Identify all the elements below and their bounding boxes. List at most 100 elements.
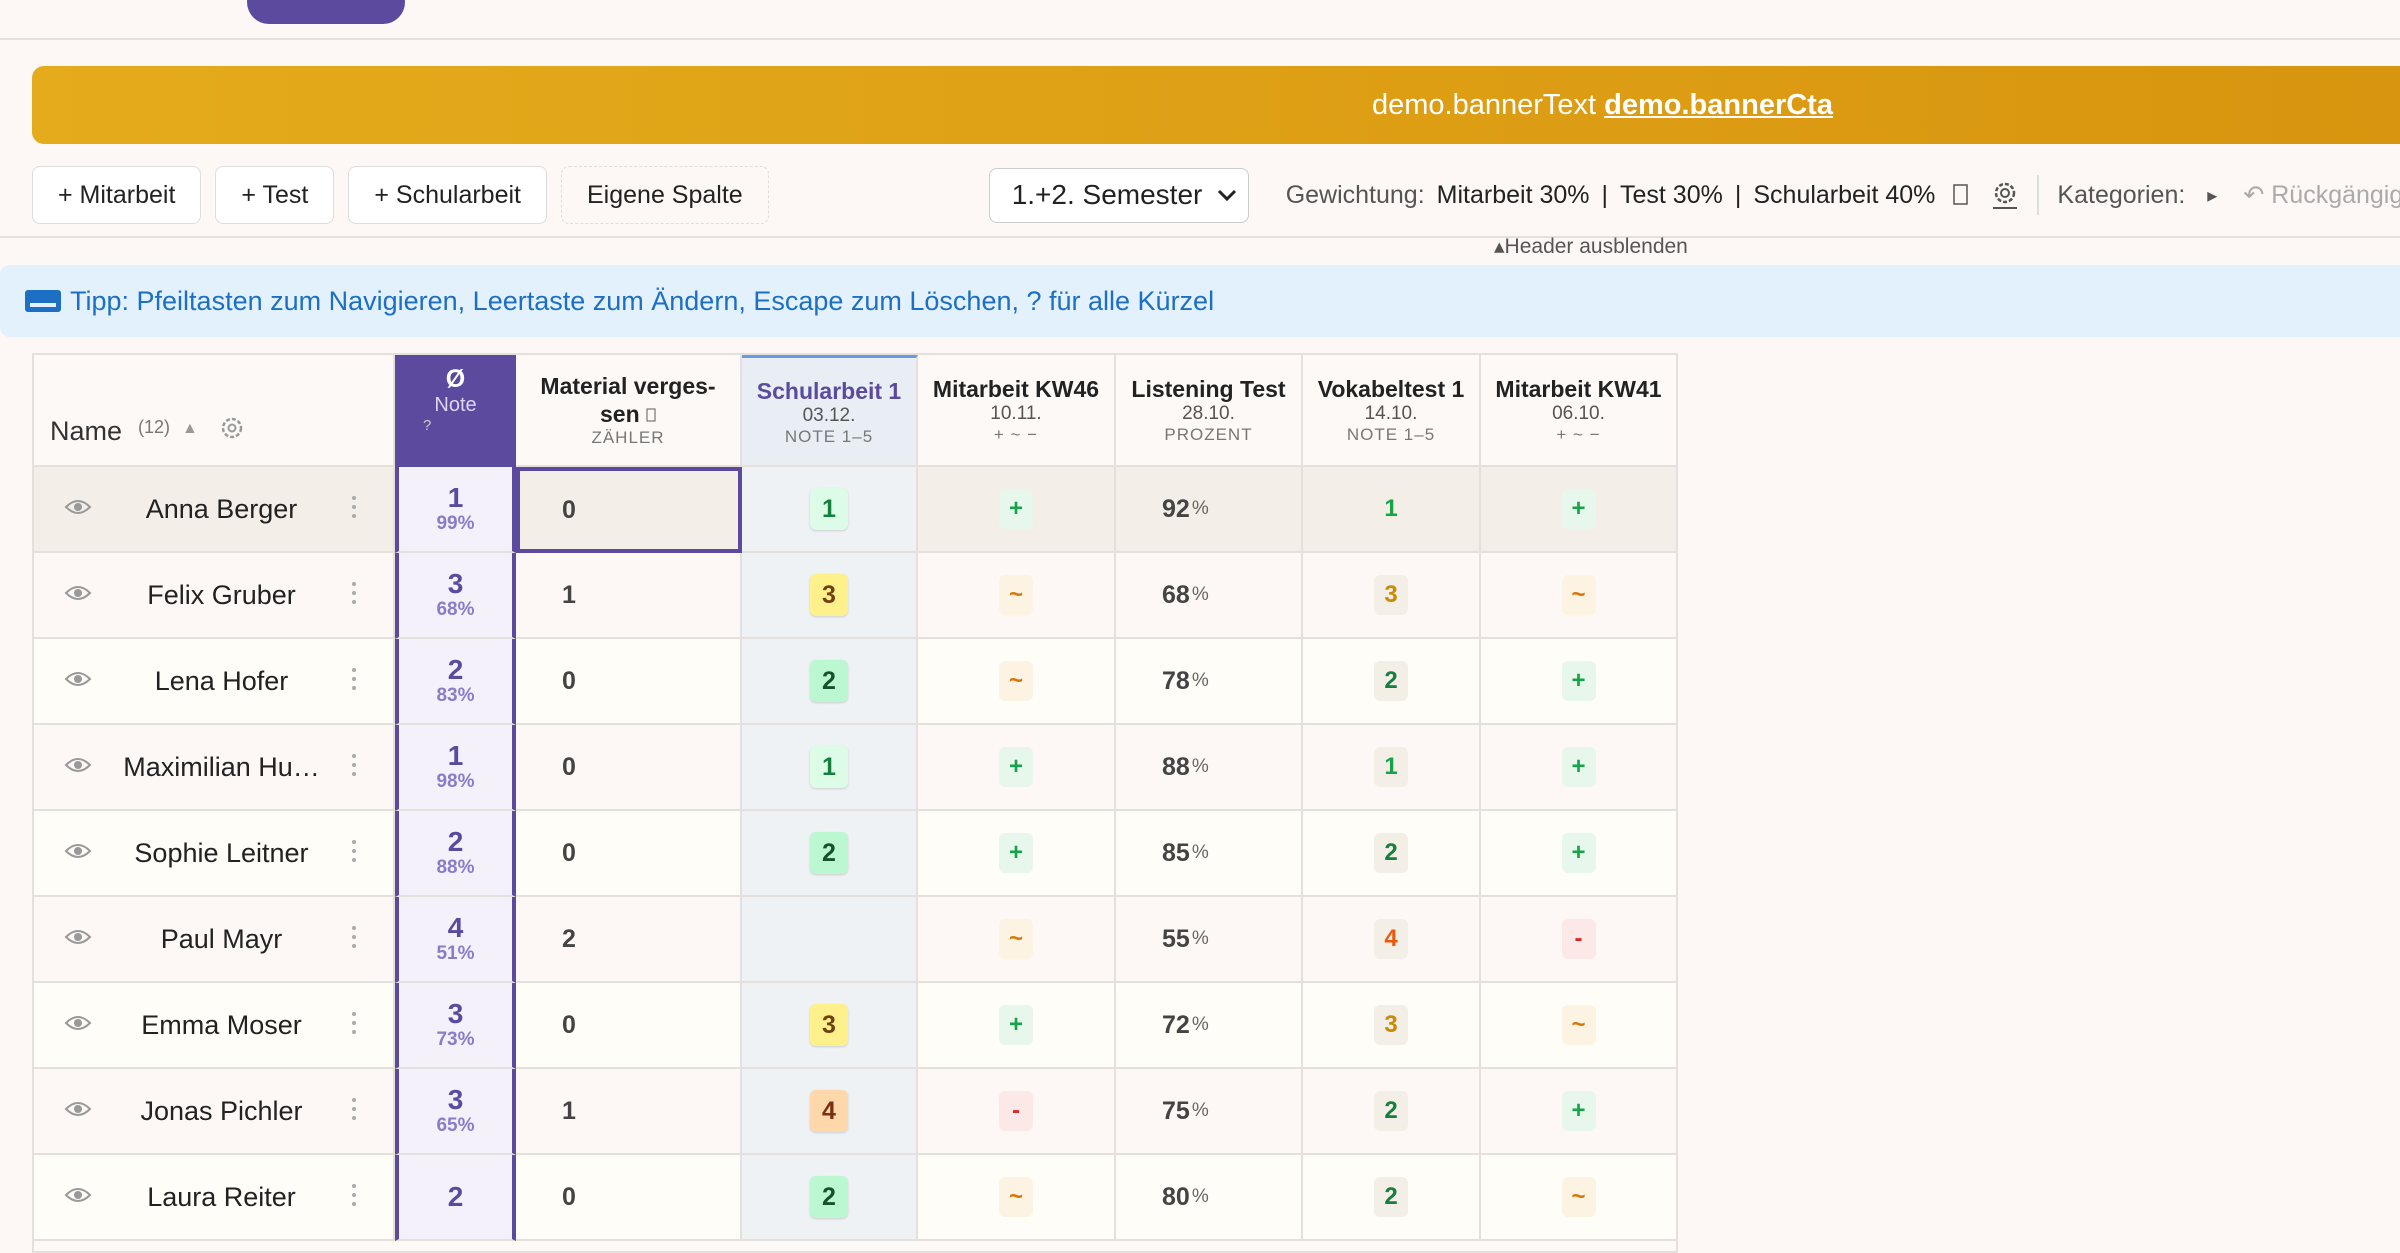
grade-cell[interactable]: 72% [1116,983,1303,1069]
add-button[interactable]: + Mitarbeit [32,166,202,224]
grade-cell[interactable]: 3 [742,553,918,639]
grade-cell[interactable]: - [918,1069,1116,1155]
average-grade: 3 [447,998,464,1029]
grade-cell[interactable]: 0 [516,983,742,1069]
row-menu[interactable] [351,752,357,783]
grade-cell[interactable]: 92% [1116,467,1303,553]
grade-cell[interactable]: 2 [1303,639,1481,725]
visibility-toggle[interactable] [64,927,92,952]
sort-indicator[interactable]: ▲ [182,420,198,437]
visibility-toggle[interactable] [64,755,92,780]
grade-cell[interactable]: + [1481,639,1678,725]
grade-cell[interactable]: 4 [742,1069,918,1155]
hide-header[interactable]: ▴Header ausblenden [1494,235,1688,258]
semester-select[interactable]: 1.+2. Semester [988,167,1249,223]
percent-unit: % [1191,670,1209,691]
grade-cell[interactable]: 2 [742,1155,918,1241]
grade-cell[interactable]: 2 [516,897,742,983]
grade-cell[interactable]: 1 [1303,467,1481,553]
row-menu[interactable] [351,1182,357,1213]
grade-cell[interactable]: 1 [1303,725,1481,811]
grade-cell[interactable]: + [1481,811,1678,897]
column-header[interactable]: Vokabeltest 1 14.10. NOTE 1–5 [1303,355,1481,467]
grade-cell[interactable]: ~ [1481,553,1678,639]
grade-cell[interactable]: ~ [1481,1155,1678,1241]
grade-cell[interactable]: 3 [742,983,918,1069]
column-header[interactable]: Listening Test 28.10. PROZENT [1116,355,1303,467]
help-mark[interactable]: ? [423,417,432,434]
grade-cell[interactable]: + [1481,725,1678,811]
grade-cell[interactable]: 78% [1116,639,1303,725]
grade-cell[interactable]: 3 [1303,983,1481,1069]
visibility-toggle[interactable] [64,1099,92,1124]
row-menu[interactable] [351,924,357,955]
grade-cell[interactable]: - [1481,897,1678,983]
weight-icon [1953,184,1969,205]
grade-cell[interactable]: + [1481,1069,1678,1155]
visibility-toggle[interactable] [64,841,92,866]
grade-cell[interactable]: ~ [918,897,1116,983]
visibility-toggle[interactable] [64,669,92,694]
grade-cell[interactable]: ~ [918,639,1116,725]
grade-cell[interactable]: 55% [1116,897,1303,983]
grade-cell[interactable]: 0 [516,467,742,553]
add-button[interactable]: + Schularbeit [348,166,547,224]
row-menu[interactable] [351,1010,357,1041]
grade-cell[interactable]: + [918,811,1116,897]
column-header[interactable]: Schularbeit 1 03.12. NOTE 1–5 [742,355,918,467]
column-header[interactable]: Mitarbeit KW46 10.11. + ~ − [918,355,1116,467]
grade-cell[interactable]: 1 [516,1069,742,1155]
grade-cell[interactable]: ~ [918,553,1116,639]
grade-cell[interactable]: 75% [1116,1069,1303,1155]
grade-cell[interactable]: 3 [1303,553,1481,639]
grade-cell[interactable]: 4 [1303,897,1481,983]
grade-cell[interactable]: + [918,725,1116,811]
add-button[interactable]: + Test [215,166,335,224]
grade-cell[interactable]: ~ [1481,983,1678,1069]
visibility-toggle[interactable] [64,1013,92,1038]
column-header[interactable]: Mitarbeit KW41 06.10. + ~ − [1481,355,1678,467]
grade-cell[interactable]: 2 [742,639,918,725]
categories-toggle[interactable]: ▸ [2207,184,2218,207]
participation-mark: ~ [1561,575,1596,615]
grade-cell[interactable]: 1 [742,467,918,553]
custom-column-button[interactable]: Eigene Spalte [561,166,769,224]
grade-cell[interactable]: + [918,467,1116,553]
column-header[interactable]: Material verges-sen ZÄHLER [516,355,742,467]
grade-cell[interactable]: 0 [516,725,742,811]
grade-cell[interactable]: 2 [1303,1155,1481,1241]
row-menu[interactable] [351,580,357,611]
counter-icon [646,408,656,422]
settings-icon[interactable] [1991,180,2019,210]
column-settings[interactable] [220,416,244,447]
row-menu[interactable] [351,494,357,525]
grade-cell[interactable] [742,897,918,983]
row-menu[interactable] [351,666,357,697]
grade-cell[interactable]: 0 [516,811,742,897]
grade-cell[interactable]: + [918,983,1116,1069]
visibility-toggle[interactable] [64,1185,92,1210]
grade-cell[interactable]: 80% [1116,1155,1303,1241]
grade-cell[interactable]: 2 [742,811,918,897]
grade-cell[interactable]: + [1481,467,1678,553]
grade-cell[interactable]: 1 [516,553,742,639]
row-menu[interactable] [351,1096,357,1127]
undo-button[interactable]: ↶ Rückgängig [2243,181,2400,209]
grade-cell[interactable]: 2 [1303,1069,1481,1155]
grade-cell[interactable]: 1 [742,725,918,811]
grade-cell[interactable]: 68% [1116,553,1303,639]
visibility-toggle[interactable] [64,497,92,522]
grade-cell[interactable]: 0 [516,639,742,725]
row-menu[interactable] [351,838,357,869]
active-tab[interactable] [247,0,405,24]
percent-value: 88 [1162,752,1190,781]
eye-icon [64,1101,92,1116]
grade-cell[interactable]: 88% [1116,725,1303,811]
grade-cell[interactable]: 2 [1303,811,1481,897]
average-grade: 2 [447,654,464,685]
grade-cell[interactable]: 85% [1116,811,1303,897]
banner-cta[interactable]: demo.bannerCta [1604,89,1833,121]
grade-cell[interactable]: 0 [516,1155,742,1241]
grade-cell[interactable]: ~ [918,1155,1116,1241]
visibility-toggle[interactable] [64,583,92,608]
